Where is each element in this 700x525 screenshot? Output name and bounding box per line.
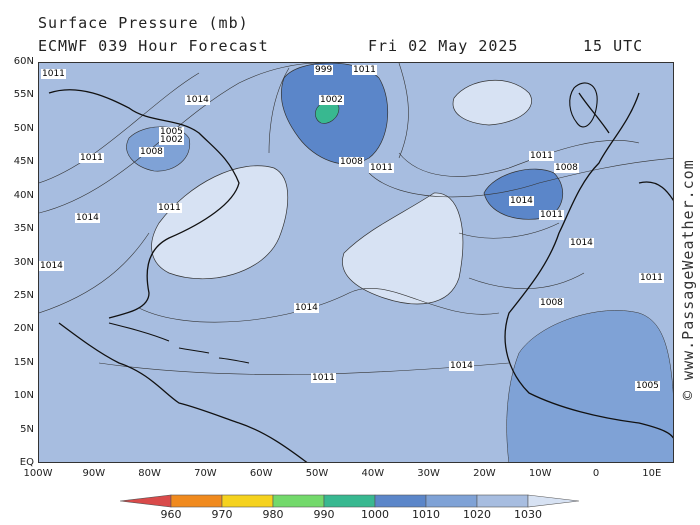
lat-label: 25N	[13, 289, 34, 301]
legend-swatch	[170, 494, 223, 508]
pressure-map: 1011 1014 1005 1002 1008 999 1002 1011 1008 1011 1…	[38, 62, 674, 463]
legend-swatch	[476, 494, 529, 508]
lon-label: 80W	[138, 468, 161, 479]
forecast-model-label: ECMWF 039 Hour Forecast	[38, 37, 269, 55]
lat-label: 5N	[20, 423, 34, 435]
pressure-map-svg	[39, 63, 673, 462]
lon-label: 50W	[305, 468, 329, 479]
isobar-label: 1011	[369, 163, 394, 173]
isobar-label: 1005	[635, 381, 660, 391]
isobar-label: 1008	[139, 147, 164, 157]
legend-swatch	[272, 494, 325, 508]
legend-swatch	[425, 494, 478, 508]
lat-label: 10N	[13, 390, 34, 402]
low-pressure-area-africa	[506, 310, 673, 462]
isobar-label: 1008	[554, 163, 579, 173]
high-pressure-area-west	[151, 165, 289, 280]
lat-label: EQ	[19, 457, 34, 468]
lon-label: 10E	[642, 468, 662, 479]
legend-swatch	[221, 494, 274, 508]
isobar-label: 1011	[157, 203, 182, 213]
isobar-label: 1011	[311, 373, 336, 383]
isobar-lines	[39, 63, 673, 375]
watermark: © www.PassageWeather.com	[679, 159, 697, 400]
legend-label: 990	[313, 508, 335, 521]
lon-label: 40W	[361, 468, 385, 479]
isobar-label: 1011	[41, 69, 66, 79]
legend-label: 980	[262, 508, 284, 521]
lat-label: 35N	[13, 223, 34, 235]
high-pressure-area-central	[342, 192, 464, 305]
isobar-label: 1014	[449, 361, 474, 371]
legend-label: 1010	[412, 508, 440, 521]
coastlines	[48, 89, 673, 462]
isobar-label: 1011	[352, 65, 377, 75]
isobar-label: 1002	[159, 135, 184, 145]
isobar-label: 1005	[159, 127, 184, 137]
lon-label: 100W	[23, 468, 53, 479]
high-pressure-area-north	[452, 80, 532, 126]
lat-label: 15N	[13, 356, 34, 368]
caribbean-islands	[108, 322, 250, 364]
legend-label: 1030	[514, 508, 542, 521]
lon-label: 70W	[194, 468, 217, 479]
isobar-label: 1014	[569, 238, 594, 248]
isobar-label: 1011	[529, 151, 554, 161]
isobar-label: 1008	[339, 157, 364, 167]
isobar-label: 1011	[539, 210, 564, 220]
chart-title: Surface Pressure (mb)	[38, 14, 249, 32]
isobar-label: 1014	[75, 213, 100, 223]
isobar-label: 1014	[509, 196, 534, 206]
lat-label: 55N	[13, 89, 34, 101]
lat-label: 30N	[13, 256, 34, 268]
isobar-label: 1002	[319, 95, 344, 105]
legend-swatch	[374, 494, 427, 508]
legend-swatch	[120, 494, 172, 508]
lon-label: 10W	[528, 468, 552, 479]
lat-label: 50N	[13, 122, 34, 134]
isobar-label: 1014	[294, 303, 319, 313]
uk-landmass	[569, 82, 598, 128]
lon-label: 90W	[82, 468, 106, 479]
low-pressure-area-iberia	[483, 168, 563, 220]
forecast-date: Fri 02 May 2025	[368, 37, 519, 55]
legend-label: 970	[211, 508, 233, 521]
legend-swatch	[527, 494, 580, 508]
legend-label: 1000	[361, 508, 389, 521]
lat-label: 45N	[13, 156, 34, 168]
lat-label: 60N	[13, 56, 34, 67]
lon-label: 30W	[417, 468, 440, 479]
isobar-label: 999	[314, 65, 334, 75]
lat-label: 20N	[13, 323, 34, 335]
lon-label: 60W	[249, 468, 273, 479]
isobar-label: 1011	[79, 153, 104, 163]
isobar-label: 1011	[639, 273, 664, 283]
forecast-time: 15 UTC	[583, 37, 644, 55]
isobar-label: 1008	[539, 298, 564, 308]
lon-label: 0	[592, 468, 600, 479]
lon-label: 20W	[473, 468, 496, 479]
legend-label: 960	[160, 508, 182, 521]
legend-swatch	[323, 494, 376, 508]
lat-label: 40N	[13, 189, 34, 201]
legend-label: 1020	[463, 508, 491, 521]
pressure-legend	[120, 494, 580, 508]
isobar-label: 1014	[39, 261, 64, 271]
isobar-label: 1014	[185, 95, 210, 105]
